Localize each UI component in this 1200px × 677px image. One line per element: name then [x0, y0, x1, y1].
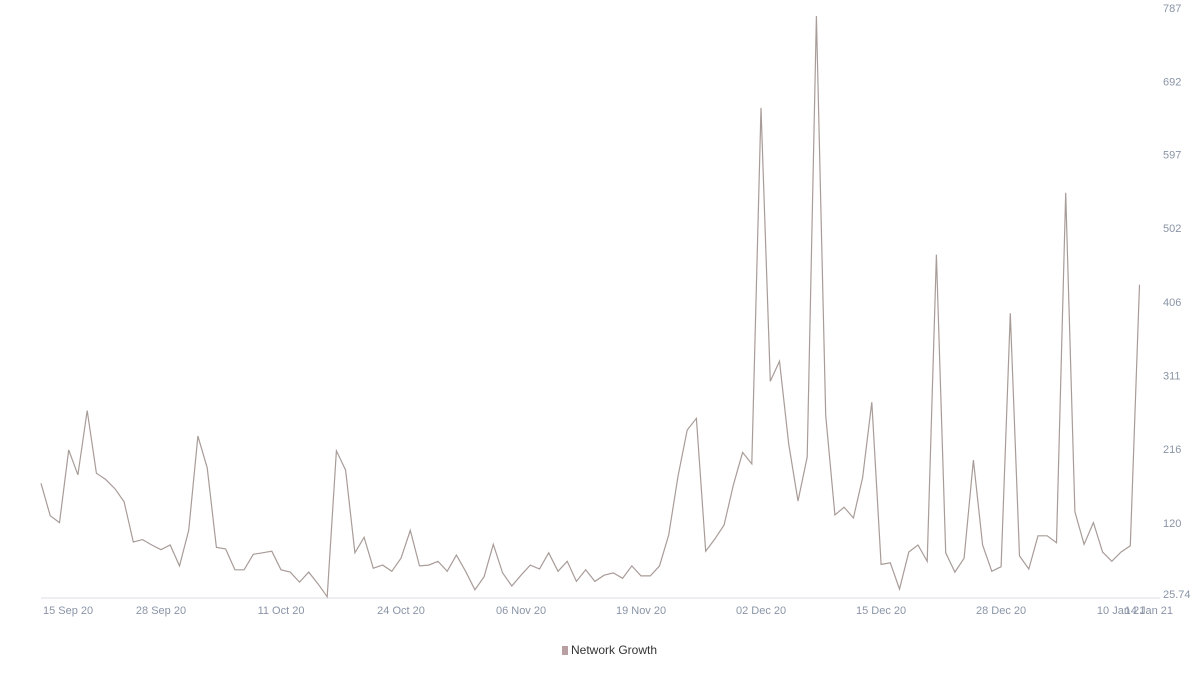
y-tick-label: 216 [1163, 444, 1181, 456]
x-tick-label: 15 Dec 20 [856, 605, 906, 617]
y-tick-label: 502 [1163, 223, 1181, 235]
x-tick-label: 28 Sep 20 [136, 605, 186, 617]
y-tick-label: 597 [1163, 150, 1181, 162]
y-tick-label: 692 [1163, 76, 1181, 88]
y-tick-label: 25.74 [1163, 589, 1191, 601]
y-tick-label: 120 [1163, 518, 1181, 530]
x-tick-label: 28 Dec 20 [976, 605, 1026, 617]
y-tick-label: 406 [1163, 297, 1181, 309]
x-tick-label: 06 Nov 20 [496, 605, 546, 617]
x-tick-label: 14 Jan 21 [1125, 605, 1173, 617]
y-tick-label: 311 [1163, 371, 1181, 383]
x-tick-label: 24 Oct 20 [377, 605, 425, 617]
x-tick-label: 15 Sep 20 [43, 605, 93, 617]
legend-swatch [562, 646, 568, 655]
x-tick-label: 19 Nov 20 [616, 605, 666, 617]
x-tick-label: 10 Jan 21 [1097, 605, 1145, 617]
x-tick-label: 02 Dec 20 [736, 605, 786, 617]
data-line [40, 15, 1141, 599]
y-tick-label: 787 [1163, 3, 1181, 15]
x-tick-label: 11 Oct 20 [258, 605, 305, 617]
legend-label: Network Growth [571, 643, 657, 657]
